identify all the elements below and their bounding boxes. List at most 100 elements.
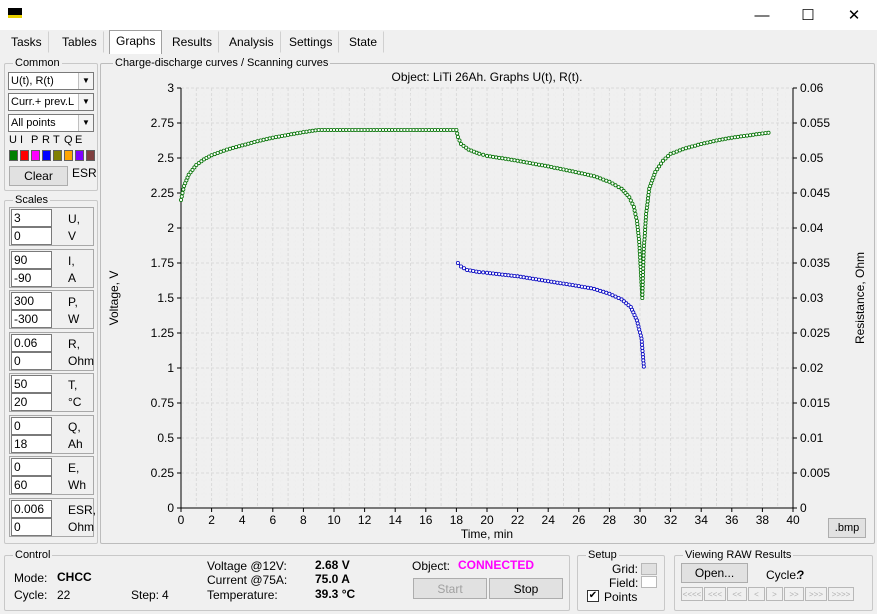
series-point-0 (261, 137, 266, 142)
open-raw-button[interactable]: Open... (681, 563, 748, 583)
x-tick-label: 40 (786, 513, 800, 527)
series-point-0 (699, 142, 704, 147)
control-group-title: Control (13, 548, 53, 562)
scale-max-input[interactable]: 0.006 (11, 499, 52, 518)
y-tick-label: 2.75 (151, 116, 175, 130)
series-point-0 (530, 161, 535, 166)
raw-nav-button[interactable]: >>>> (828, 587, 854, 601)
series-point-0 (515, 158, 520, 163)
scale-max-input[interactable]: 0 (11, 416, 52, 435)
series-point-0 (757, 131, 762, 136)
tab-results[interactable]: Results (165, 31, 220, 53)
series-point-0 (481, 152, 486, 157)
scale-unit-label: V (68, 229, 77, 243)
maximize-button[interactable]: ☐ (801, 7, 815, 24)
raw-nav-button[interactable]: > (766, 587, 783, 601)
graph-type-select[interactable]: U(t), R(t) ▼ (8, 72, 94, 90)
channel-color-swatch[interactable] (9, 150, 18, 161)
series-point-1 (530, 276, 535, 281)
raw-nav-button[interactable]: < (748, 587, 765, 601)
series-point-0 (726, 136, 731, 141)
series-point-0 (643, 224, 648, 229)
series-point-0 (642, 243, 647, 248)
scale-min-input[interactable]: 0 (11, 227, 52, 245)
series-point-0 (461, 143, 466, 148)
channel-color-swatch[interactable] (86, 150, 95, 161)
raw-cycle-label: Cycle: (766, 568, 800, 582)
channel-color-swatch[interactable] (53, 150, 62, 161)
series-point-0 (237, 144, 242, 149)
tab-tasks[interactable]: Tasks (4, 31, 49, 53)
series-point-0 (714, 138, 719, 143)
scale-min-input[interactable]: 18 (11, 434, 52, 453)
series-point-0 (711, 139, 716, 144)
save-bmp-button[interactable]: .bmp (828, 518, 866, 538)
raw-nav-button[interactable]: >> (784, 587, 804, 601)
scale-min-input[interactable]: -90 (11, 268, 52, 287)
y2-tick-label: 0.01 (800, 431, 824, 445)
object-label: Object: (412, 559, 451, 573)
series-point-1 (458, 264, 463, 269)
setup-group-title: Setup (586, 548, 619, 562)
series-point-1 (512, 273, 517, 278)
channel-color-swatch[interactable] (20, 150, 29, 161)
series-point-1 (641, 364, 646, 369)
grid-color-picker[interactable] (641, 563, 657, 575)
series-point-0 (613, 183, 618, 188)
scale-min-input[interactable]: 0 (11, 517, 52, 536)
series-point-1 (567, 282, 572, 287)
scale-min-input[interactable]: -300 (11, 310, 52, 328)
series-point-0 (181, 187, 186, 192)
channel-color-swatch[interactable] (42, 150, 51, 161)
scale-max-input[interactable]: 3 (11, 209, 52, 227)
curve-select[interactable]: Curr.+ prev.L ▼ (8, 93, 94, 111)
clear-button[interactable]: Clear (9, 166, 68, 186)
control-group: Control (4, 548, 570, 611)
channel-color-swatch[interactable] (31, 150, 40, 161)
stop-button[interactable]: Stop (489, 578, 563, 599)
series-point-0 (705, 140, 710, 145)
field-label: Field: (609, 576, 639, 590)
close-button[interactable]: ✕ (847, 7, 861, 24)
channel-color-swatch[interactable] (64, 150, 73, 161)
series-point-0 (464, 145, 469, 150)
scale-row (9, 248, 94, 288)
scale-name-label: R, (68, 336, 80, 351)
series-point-1 (481, 270, 486, 275)
points-checkbox[interactable]: ✔ (587, 590, 599, 602)
scale-min-input[interactable]: 20 (11, 393, 52, 411)
y2-tick-label: 0.045 (800, 186, 830, 200)
points-select[interactable]: All points ▼ (8, 114, 94, 132)
field-color-picker[interactable] (641, 576, 657, 588)
tab-analysis[interactable]: Analysis (222, 31, 281, 53)
start-button[interactable]: Start (413, 578, 487, 599)
scale-max-input[interactable]: 0 (11, 458, 52, 476)
tab-settings[interactable]: Settings (282, 31, 340, 53)
tab-tables[interactable]: Tables (55, 31, 104, 53)
raw-nav-button[interactable]: >>> (805, 587, 827, 601)
raw-nav-button[interactable]: << (727, 587, 747, 601)
series-point-0 (657, 164, 662, 169)
series-point-0 (454, 128, 459, 133)
series-point-0 (457, 138, 462, 143)
scale-max-input[interactable]: 50 (11, 375, 52, 393)
series-point-0 (640, 289, 645, 294)
raw-nav-button[interactable]: <<< (704, 587, 726, 601)
raw-nav-button[interactable]: <<<< (681, 587, 703, 601)
tab-graphs[interactable]: Graphs (109, 30, 163, 54)
title-bar: — ☐ ✕ (0, 0, 877, 30)
scale-max-input[interactable]: 300 (11, 292, 52, 310)
series-point-0 (255, 139, 260, 144)
scale-min-input[interactable]: 0 (11, 351, 52, 370)
mode-value: CHCC (57, 570, 92, 584)
scale-max-input[interactable]: 90 (11, 250, 52, 269)
scale-min-input[interactable]: 60 (11, 476, 52, 494)
tab-state[interactable]: State (342, 31, 385, 53)
voltage-label: Voltage @12V: (207, 559, 287, 573)
series-point-0 (663, 156, 668, 161)
minimize-button[interactable]: — (754, 6, 770, 24)
scale-max-input[interactable]: 0.06 (11, 333, 52, 352)
channel-color-swatch[interactable] (75, 150, 84, 161)
series-point-0 (640, 279, 645, 284)
series-point-1 (527, 276, 532, 281)
